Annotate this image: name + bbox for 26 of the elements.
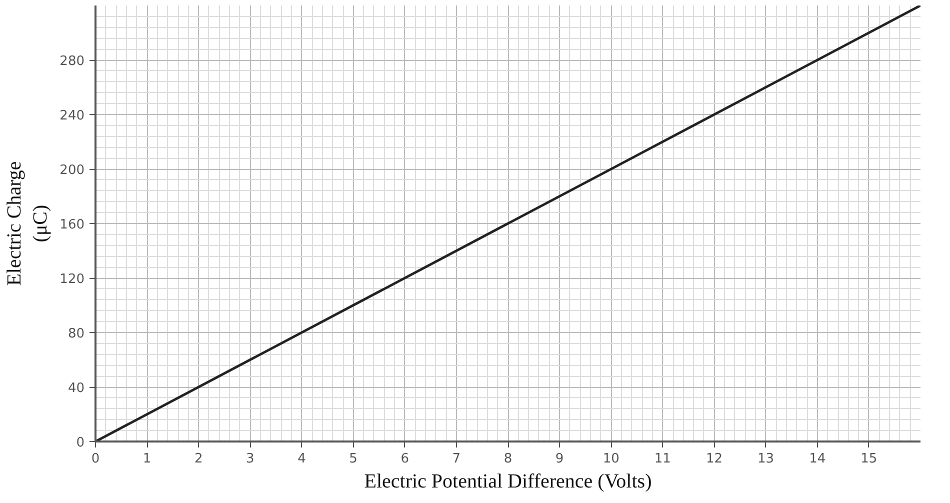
x-tick-label: 5 — [349, 452, 358, 466]
x-tick-label: 1 — [142, 452, 152, 466]
x-tick-label: 9 — [555, 452, 564, 466]
x-tick-label: 4 — [298, 452, 306, 466]
y-tick-label: 200 — [60, 163, 85, 178]
x-tick-label: 12 — [706, 452, 723, 466]
y-tick-label: 40 — [68, 381, 85, 396]
x-tick-label: 7 — [452, 452, 461, 466]
x-tick-label: 11 — [654, 452, 671, 466]
x-tick-label: 13 — [758, 452, 774, 466]
x-tick-label: 3 — [246, 452, 254, 466]
y-axis-title: Electric Charge (μC) — [3, 161, 52, 286]
x-axis-title: Electric Potential Difference (Volts) — [364, 470, 652, 492]
x-tick-label: 6 — [400, 452, 410, 466]
y-tick-label: 80 — [68, 326, 85, 342]
y-tick-label: 160 — [60, 218, 85, 232]
y-tick-label: 280 — [60, 54, 85, 69]
x-tick-label: 8 — [504, 452, 512, 466]
y-tick-label: 0 — [76, 436, 85, 450]
x-tick-label: 14 — [809, 452, 826, 466]
x-tick-label: 15 — [860, 452, 878, 466]
x-tick-label: 0 — [91, 452, 100, 466]
x-tick-label: 10 — [602, 452, 620, 466]
y-tick-label: 240 — [60, 108, 85, 124]
y-tick-label: 120 — [60, 272, 85, 287]
x-tick-label: 2 — [194, 452, 203, 466]
